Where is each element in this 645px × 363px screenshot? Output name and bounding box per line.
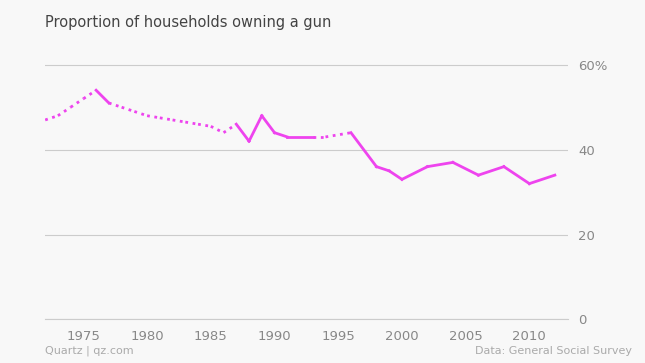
- Text: Quartz | qz.com: Quartz | qz.com: [45, 345, 134, 356]
- Text: Data: General Social Survey: Data: General Social Survey: [475, 346, 632, 356]
- Text: Proportion of households owning a gun: Proportion of households owning a gun: [45, 15, 332, 29]
